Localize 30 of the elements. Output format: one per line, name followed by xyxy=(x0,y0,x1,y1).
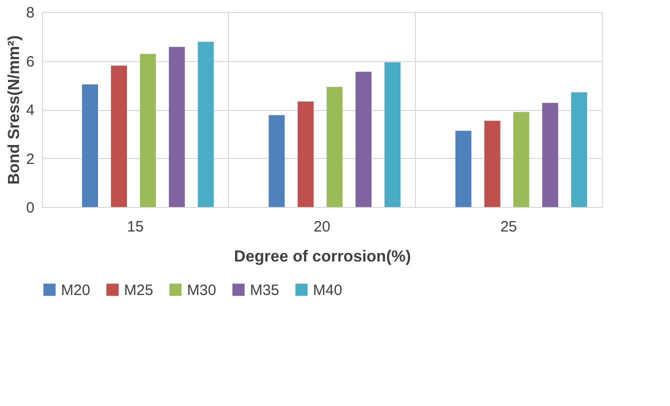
legend-label: M35 xyxy=(250,282,280,299)
bar xyxy=(513,112,530,207)
y-tick-label: 2 xyxy=(26,150,34,168)
legend-label: M25 xyxy=(124,282,154,299)
x-tick-label: 20 xyxy=(314,218,330,236)
y-tick-label: 8 xyxy=(26,4,34,22)
legend-label: M20 xyxy=(61,282,90,299)
bar xyxy=(542,102,558,207)
bar xyxy=(384,62,400,207)
bar xyxy=(198,42,214,207)
bar xyxy=(298,101,314,207)
y-tick-label: 0 xyxy=(26,200,34,216)
legend-label: M30 xyxy=(187,282,216,299)
bar xyxy=(484,120,500,207)
y-axis-title: Bond Sress(N/mm²) xyxy=(6,35,24,185)
bar xyxy=(168,46,185,207)
legend-label: M40 xyxy=(313,282,342,299)
bar xyxy=(110,66,127,207)
x-tick-label: 15 xyxy=(126,218,144,236)
bar xyxy=(140,54,156,207)
y-tick-label: 4 xyxy=(26,102,34,119)
bar xyxy=(82,84,98,207)
bar xyxy=(356,72,372,207)
bar xyxy=(571,92,588,207)
bar xyxy=(326,86,343,207)
bar xyxy=(268,115,285,207)
y-tick-label: 6 xyxy=(26,53,34,70)
bar xyxy=(455,130,472,207)
x-axis-title: Degree of corrosion(%) xyxy=(234,248,411,266)
x-tick-label: 25 xyxy=(500,218,518,236)
